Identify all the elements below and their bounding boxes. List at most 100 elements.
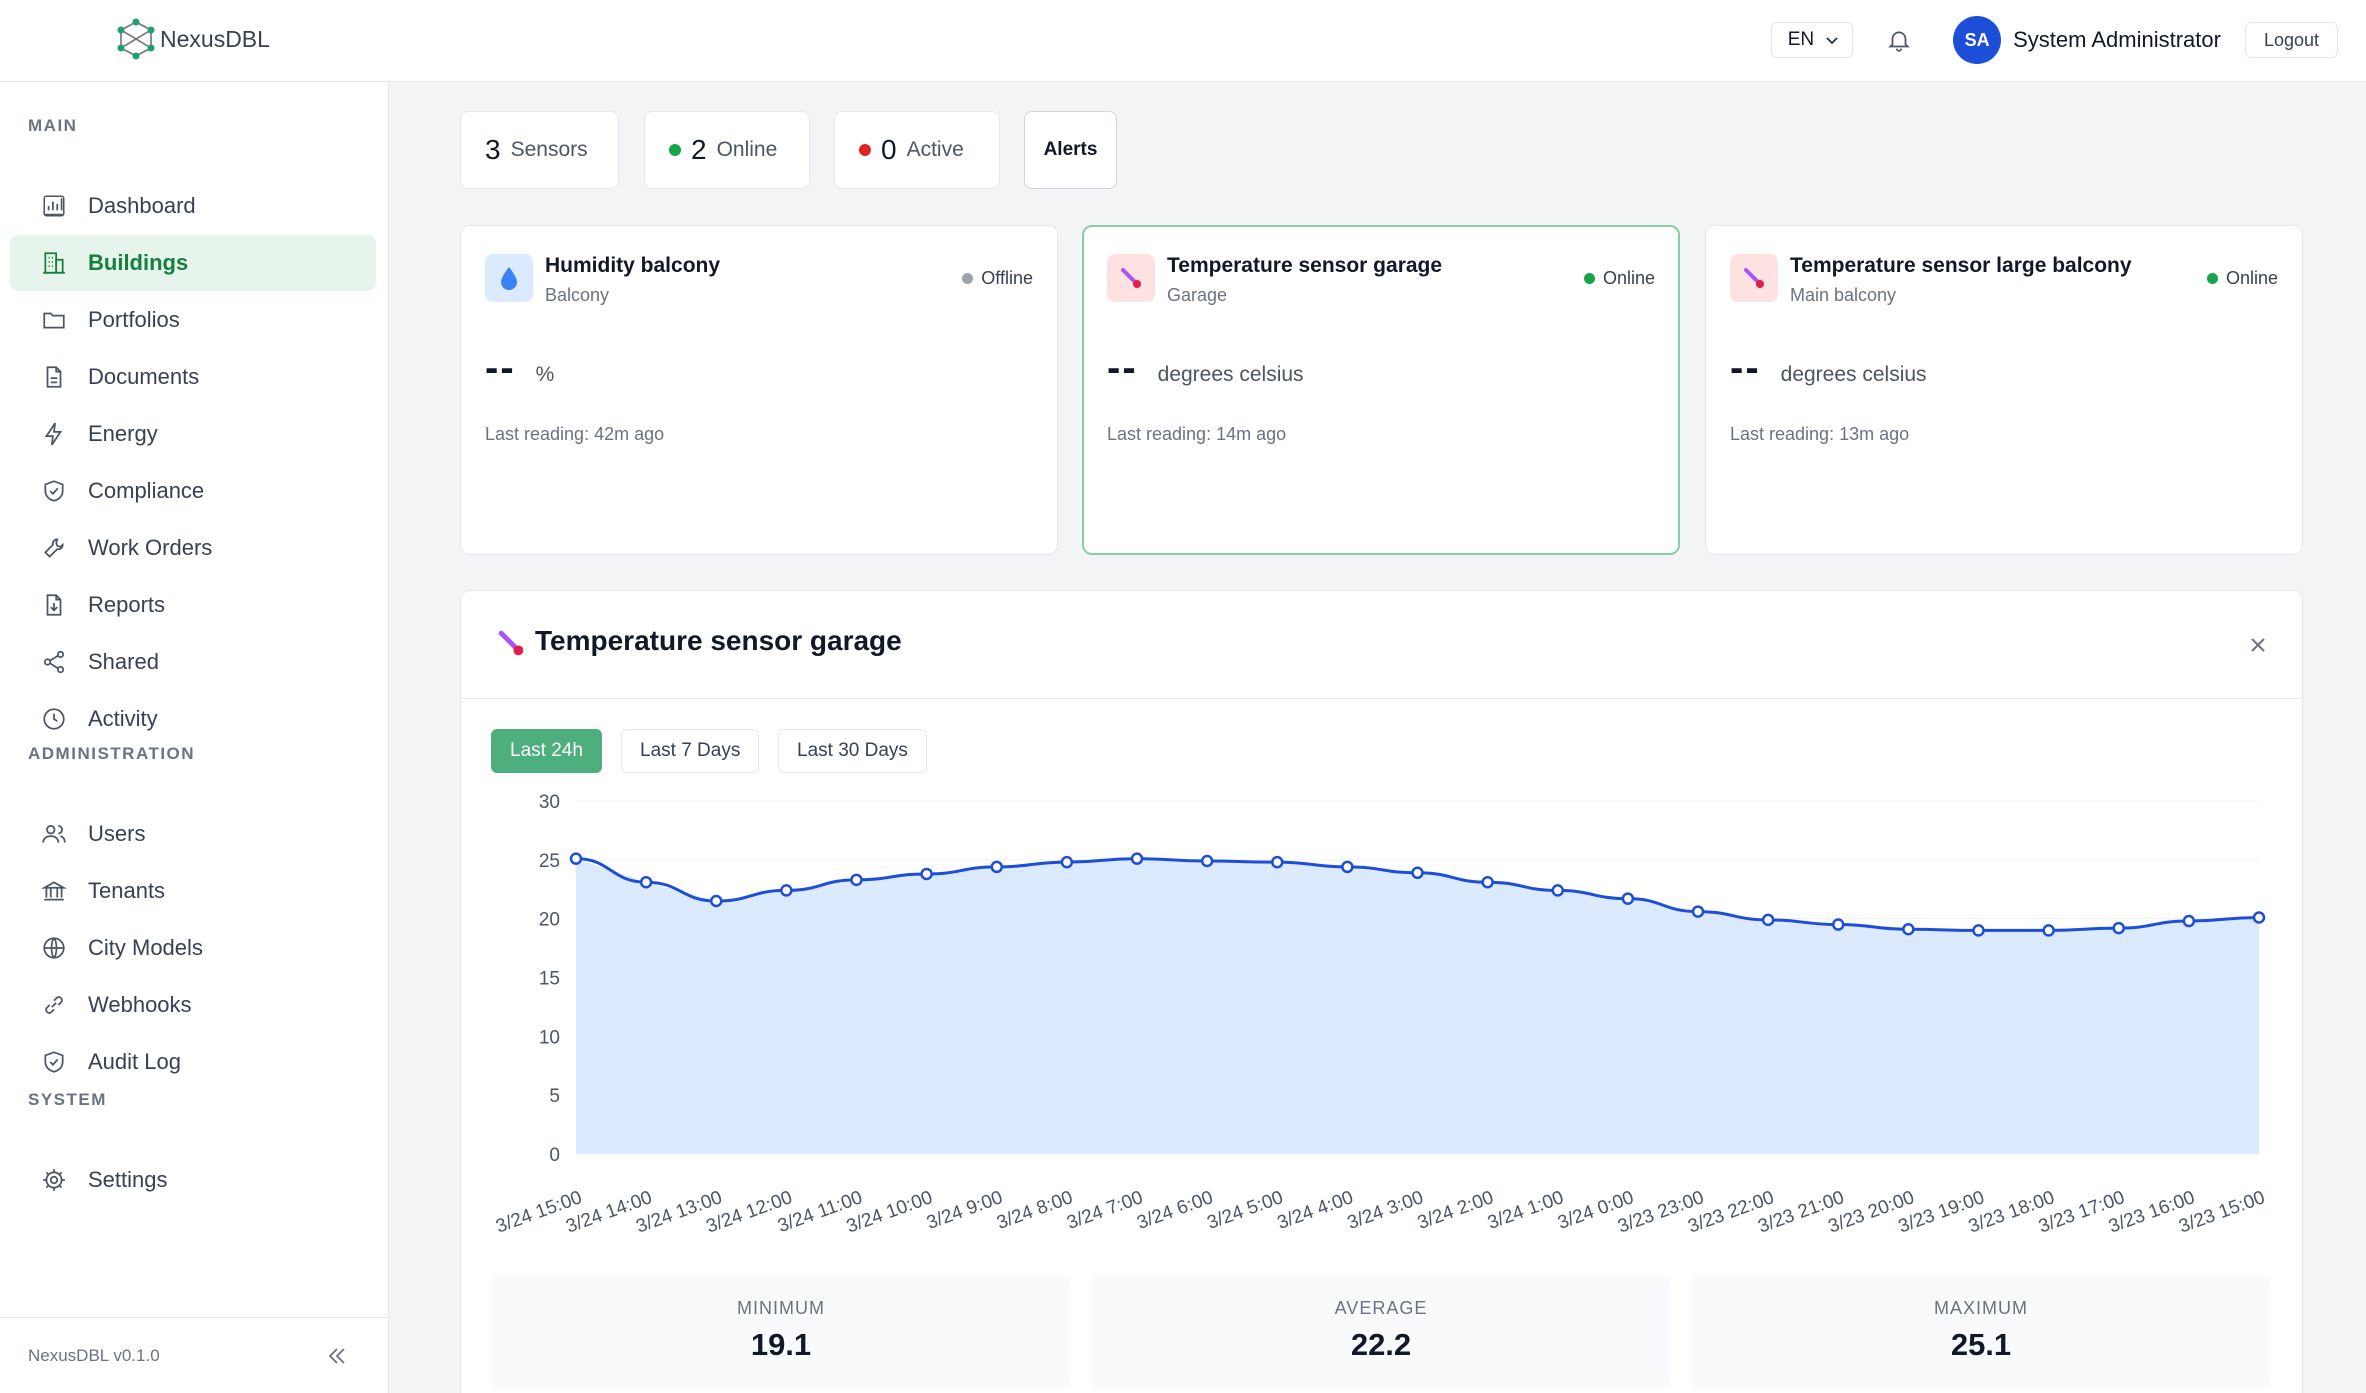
thermometer-icon <box>1730 254 1778 302</box>
active-label: Active <box>906 138 964 161</box>
data-point <box>1411 866 1424 880</box>
data-point <box>920 867 933 881</box>
stat-maximum-value: 25.1 <box>1950 1327 2012 1362</box>
detail-header: Temperature sensor garage <box>461 591 2302 699</box>
sensors-count: 3 <box>485 134 501 165</box>
y-tick-label: 25 <box>539 851 560 872</box>
close-detail-button[interactable] <box>2244 631 2272 659</box>
sidebar-item-dashboard[interactable]: Dashboard <box>10 178 376 234</box>
chart-area <box>576 858 2259 1154</box>
collapse-sidebar-button[interactable] <box>321 1340 353 1372</box>
app-logo[interactable]: NexusDBL <box>116 18 270 60</box>
sensor-location: Main balcony <box>1790 285 1897 305</box>
data-point <box>780 884 793 897</box>
x-tick-label: 3/24 3:00 <box>1345 1187 1427 1234</box>
nav-section-system: SYSTEM <box>28 1090 107 1109</box>
active-count: 0 <box>881 134 897 165</box>
data-point <box>990 860 1003 874</box>
status-badge: Online <box>2206 268 2278 289</box>
language-select[interactable]: EN <box>1770 22 1854 58</box>
avatar[interactable]: SA <box>1953 16 2002 64</box>
thermometer-icon <box>498 630 524 656</box>
x-tick-label: 3/24 6:00 <box>1134 1187 1216 1234</box>
globe-icon <box>40 934 68 962</box>
y-tick-label: 30 <box>539 792 560 813</box>
sidebar-item-tenants[interactable]: Tenants <box>10 863 376 919</box>
sidebar-item-settings[interactable]: Settings <box>10 1152 376 1208</box>
sidebar-item-audit-log[interactable]: Audit Log <box>10 1034 376 1090</box>
online-dot <box>669 144 681 156</box>
online-dot <box>1583 273 1595 284</box>
sensor-name: Temperature sensor large balcony <box>1790 254 2132 277</box>
data-point <box>2182 914 2196 928</box>
gear-icon <box>40 1166 68 1194</box>
shield-check-icon <box>40 1048 68 1076</box>
data-point <box>1902 923 1915 936</box>
alerts-button[interactable]: Alerts <box>1024 111 1117 189</box>
data-point <box>1621 892 1635 905</box>
data-point <box>1481 875 1494 889</box>
x-tick-label: 3/24 8:00 <box>994 1187 1076 1234</box>
sidebar-item-webhooks[interactable]: Webhooks <box>10 977 376 1033</box>
stat-maximum: MAXIMUM 25.1 <box>1691 1276 2271 1388</box>
status-text: Online <box>2225 268 2278 288</box>
sensors-count-pill: 3 Sensors <box>460 111 619 189</box>
data-point <box>2252 911 2266 924</box>
sidebar-item-portfolios[interactable]: Portfolios <box>10 292 376 348</box>
range-last-24h-button[interactable]: Last 24h <box>491 729 602 773</box>
shield-check-icon <box>40 477 68 505</box>
range-last-7-days-button[interactable]: Last 7 Days <box>621 729 760 773</box>
sidebar-item-energy[interactable]: Energy <box>10 406 376 462</box>
data-point <box>1200 854 1214 868</box>
nav-section-administration: ADMINISTRATION <box>28 744 196 763</box>
x-tick-label: 3/24 7:00 <box>1064 1187 1146 1234</box>
sensor-card-temperature-large-balcony[interactable]: Temperature sensor large balcony Main ba… <box>1705 225 2303 555</box>
language-value: EN <box>1787 29 1815 50</box>
sidebar-item-label: Activity <box>88 706 158 731</box>
chevron-down-icon <box>1826 37 1838 45</box>
last-reading: Last reading: 14m ago <box>1107 424 1287 444</box>
active-count-pill: 0 Active <box>834 111 1000 189</box>
sensors-label: Sensors <box>510 138 588 161</box>
range-last-30-days-button[interactable]: Last 30 Days <box>778 729 927 773</box>
sidebar-item-reports[interactable]: Reports <box>10 577 376 633</box>
sidebar-item-users[interactable]: Users <box>10 806 376 862</box>
thermometer-icon <box>1107 254 1155 302</box>
sidebar-item-label: Webhooks <box>88 992 192 1017</box>
data-point <box>639 875 653 889</box>
sidebar-item-work-orders[interactable]: Work Orders <box>10 520 376 576</box>
sensor-card-humidity-balcony[interactable]: Humidity balcony Balcony Offline -- % La… <box>460 225 1058 555</box>
sidebar-item-city-models[interactable]: City Models <box>10 920 376 976</box>
sidebar-item-label: Work Orders <box>88 535 213 560</box>
sensor-value: -- % <box>485 346 554 391</box>
sidebar: MAIN ADMINISTRATION SYSTEM NexusDBL v0.1… <box>0 82 389 1393</box>
x-tick-label: 3/24 2:00 <box>1415 1187 1497 1234</box>
logout-button[interactable]: Logout <box>2244 22 2338 58</box>
sensor-card-temperature-garage[interactable]: Temperature sensor garage Garage Online … <box>1082 225 1680 555</box>
data-point <box>1551 884 1564 897</box>
network-logo-icon <box>117 18 155 60</box>
clock-icon <box>40 705 68 733</box>
sensor-name: Humidity balcony <box>545 254 721 277</box>
data-point <box>2042 924 2055 937</box>
sensor-detail-panel: Temperature sensor garage Last 24h Last … <box>460 590 2303 1393</box>
sidebar-item-shared[interactable]: Shared <box>10 634 376 690</box>
sidebar-item-documents[interactable]: Documents <box>10 349 376 405</box>
folder-icon <box>40 306 68 334</box>
sensor-reading-value: -- <box>485 346 516 390</box>
sidebar-item-activity[interactable]: Activity <box>10 691 376 747</box>
wrench-icon <box>40 534 68 562</box>
sidebar-item-buildings[interactable]: Buildings <box>10 235 376 291</box>
sidebar-item-label: Portfolios <box>88 307 180 332</box>
stat-average-value: 22.2 <box>1350 1327 1412 1362</box>
sidebar-item-compliance[interactable]: Compliance <box>10 463 376 519</box>
sidebar-item-label: Buildings <box>88 250 189 275</box>
y-tick-label: 15 <box>539 969 560 990</box>
status-badge: Online <box>1583 268 1655 289</box>
data-point <box>1972 924 1985 937</box>
notifications-button[interactable] <box>1881 22 1917 58</box>
bank-icon <box>40 877 68 905</box>
data-point <box>1130 852 1144 865</box>
data-point <box>1691 905 1705 918</box>
